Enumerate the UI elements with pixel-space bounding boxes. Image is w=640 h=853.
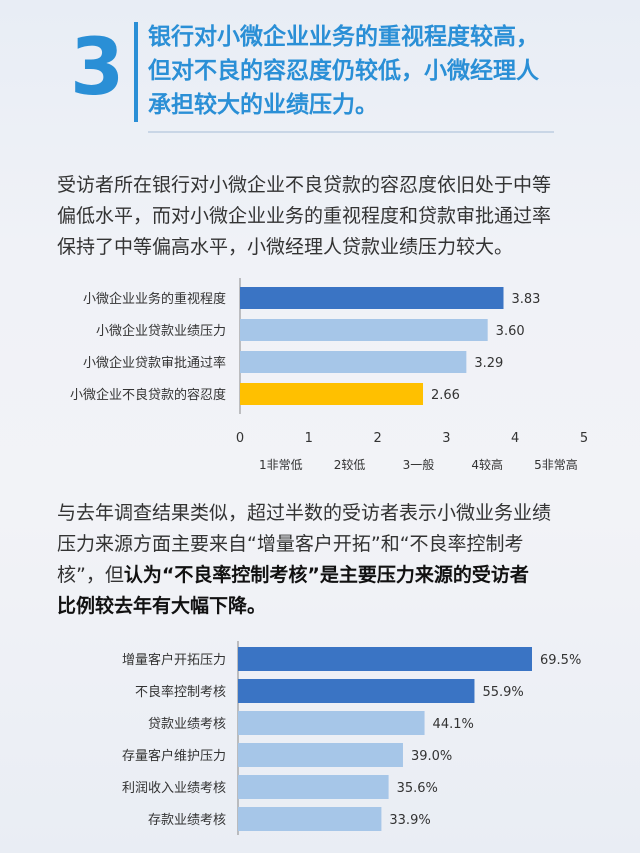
- data-label: 69.5%: [540, 653, 581, 668]
- data-label: 35.6%: [397, 781, 438, 796]
- data-label: 44.1%: [433, 717, 474, 732]
- category-label: 小微企业业务的重视程度: [83, 291, 226, 307]
- section-number: 3: [70, 23, 125, 113]
- headline-line: 银行对小微企业业务的重视程度较高，: [148, 24, 539, 50]
- scale-label: 4较高: [471, 457, 503, 470]
- paragraph-line: 受访者所在银行对小微企业不良贷款的容忍度依旧处于中等: [57, 174, 552, 196]
- paragraph-text: 核”，但: [57, 564, 124, 586]
- tick-label: 3: [442, 431, 450, 446]
- paragraph-emphasis: 认为“不良率控制考核”是主要压力来源的受访者: [123, 564, 529, 586]
- header-divider: [134, 22, 138, 122]
- pressure-source-bar-chart: 增量客户开拓压力 69.5% 不良率控制考核 55.9% 贷款业绩考核 44.1% 存量客户…: [122, 641, 581, 835]
- scale-label: 2较低: [334, 457, 366, 470]
- header-underline: [148, 131, 554, 133]
- bar: [238, 647, 532, 671]
- headline-line: 承担较大的业绩压力。: [148, 92, 378, 118]
- scale-label: 3一般: [403, 457, 435, 470]
- section-header: 3 银行对小微企业业务的重视程度较高， 但对不良的容忍度仍较低，小微经理人 承担…: [0, 0, 640, 135]
- category-label: 增量客户开拓压力: [122, 652, 226, 668]
- category-label: 不良率控制考核: [135, 684, 226, 700]
- bar: [238, 807, 382, 831]
- category-label: 利润收入业绩考核: [122, 781, 226, 796]
- tick-label: 1: [305, 431, 313, 446]
- bar: [240, 383, 424, 405]
- tick-label: 4: [511, 431, 519, 446]
- paragraph-line: 与去年调查结果类似，超过半数的受访者表示小微业务业绩: [57, 502, 552, 524]
- paragraph-line: 压力来源方面主要来自“增量客户开拓”和“不良率控制考: [57, 533, 524, 555]
- scale-label: 5非常高: [534, 457, 578, 470]
- rating-bar-chart: 小微企业业务的重视程度 3.83 小微企业贷款业绩压力 3.60 小微企业贷款审批通过率…: [70, 278, 588, 470]
- paragraph-line: 偏低水平，而对小微企业业务的重视程度和贷款审批通过率: [57, 205, 552, 227]
- bar: [238, 679, 475, 703]
- intro-paragraph: 受访者所在银行对小微企业不良贷款的容忍度依旧处于中等 偏低水平，而对小微企业业务…: [57, 170, 617, 263]
- category-label: 贷款业绩考核: [148, 717, 226, 732]
- bar: [238, 743, 403, 767]
- tick-label: 5: [580, 431, 588, 446]
- category-label: 小微企业贷款审批通过率: [83, 355, 226, 371]
- data-label: 39.0%: [411, 749, 452, 764]
- data-label: 3.83: [512, 292, 541, 307]
- data-label: 3.29: [474, 356, 503, 371]
- category-label: 小微企业贷款业绩压力: [96, 323, 226, 339]
- data-label: 3.60: [496, 324, 525, 339]
- findings-paragraph: 与去年调查结果类似，超过半数的受访者表示小微业务业绩 压力来源方面主要来自“增量…: [57, 498, 617, 622]
- tick-label: 2: [373, 431, 381, 446]
- data-label: 55.9%: [482, 685, 523, 700]
- paragraph-emphasis: 比例较去年有大幅下降。: [57, 595, 267, 617]
- bar: [238, 711, 425, 735]
- headline-line: 但对不良的容忍度仍较低，小微经理人: [148, 58, 539, 84]
- data-label: 2.66: [431, 388, 460, 403]
- bar: [240, 319, 488, 341]
- bar: [240, 351, 467, 373]
- bar: [240, 287, 504, 309]
- paragraph-line: 核”，但认为“不良率控制考核”是主要压力来源的受访者: [57, 560, 617, 591]
- data-label: 33.9%: [389, 813, 430, 828]
- paragraph-line: 保持了中等偏高水平，小微经理人贷款业绩压力较大。: [57, 236, 514, 258]
- bar: [238, 775, 389, 799]
- category-label: 存量客户维护压力: [122, 748, 226, 764]
- category-label: 存款业绩考核: [148, 813, 226, 828]
- scale-label: 1非常低: [259, 458, 303, 470]
- section-headline: 银行对小微企业业务的重视程度较高， 但对不良的容忍度仍较低，小微经理人 承担较大…: [148, 20, 539, 122]
- category-label: 小微企业不良贷款的容忍度: [70, 387, 226, 403]
- tick-label: 0: [236, 431, 244, 446]
